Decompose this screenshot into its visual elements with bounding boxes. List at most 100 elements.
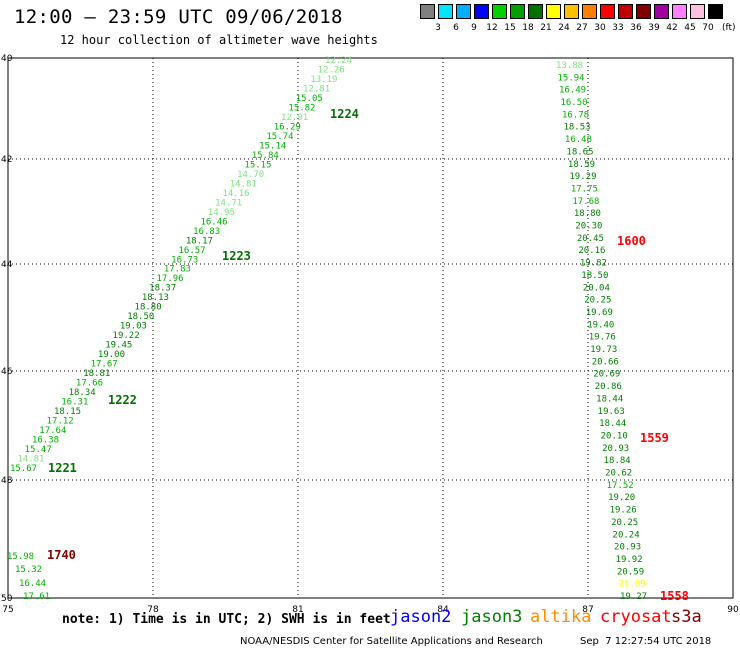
y-tick-label: 50	[1, 594, 13, 604]
y-tick-label: 42	[1, 155, 12, 165]
legend-label: 15	[504, 23, 516, 33]
x-tick-label: 84	[437, 605, 449, 615]
swh-value: 15.15	[244, 160, 271, 170]
swh-value: 17.67	[91, 360, 118, 370]
swh-value: 21.69	[619, 580, 646, 590]
x-tick-label: 78	[147, 605, 159, 615]
y-tick-label: 46	[1, 367, 13, 377]
legend-swatch	[708, 4, 723, 19]
swh-value: 19.29	[569, 172, 596, 182]
y-tick-label: 48	[1, 476, 13, 486]
legend-label: 42	[666, 23, 678, 33]
legend-swatch	[564, 4, 579, 19]
pass-time-label: 1222	[108, 393, 137, 407]
legend-label: 24	[558, 23, 570, 33]
map-subtitle: 12 hour collection of altimeter wave hei…	[60, 33, 378, 47]
swh-value: 19.76	[589, 333, 616, 343]
satellite-altika: altika	[530, 607, 592, 627]
swh-value: 16.46	[200, 217, 227, 227]
swh-value: 18.53	[563, 123, 590, 133]
swh-value: 17.64	[39, 426, 66, 436]
legend-swatch	[690, 4, 705, 19]
swh-value: 14.81	[230, 179, 257, 189]
legend-swatch	[672, 4, 687, 19]
swh-value: 12.26	[318, 65, 345, 75]
swh-value: 16.31	[61, 398, 88, 408]
legend-swatch	[420, 4, 435, 19]
swh-value: 14.70	[237, 170, 264, 180]
swh-value: 14.81	[17, 455, 44, 465]
satellite-s3a: s3a	[671, 607, 702, 627]
legend-label: 39	[648, 23, 660, 33]
swh-value: 20.93	[602, 444, 629, 454]
swh-value: 16.83	[193, 227, 220, 237]
swh-value: 20.04	[583, 283, 610, 293]
swh-value: 20.93	[614, 543, 641, 553]
swh-value: 19.26	[610, 506, 637, 516]
legend-swatch	[582, 4, 597, 19]
swh-value: 18.84	[604, 456, 631, 466]
legend-label: 30	[594, 23, 606, 33]
legend-label: 27	[576, 23, 588, 33]
swh-value: 19.22	[113, 331, 140, 341]
swh-value: 16.57	[178, 246, 205, 256]
swh-value: 18.50	[581, 271, 608, 281]
swh-value: 12.81	[303, 84, 330, 94]
swh-value: 15.32	[15, 565, 42, 575]
swh-value: 16.73	[171, 255, 198, 265]
swh-value: 18.59	[568, 160, 595, 170]
legend-swatch	[654, 4, 669, 19]
swh-value: 18.15	[54, 407, 81, 417]
swh-value: 15.84	[252, 151, 279, 161]
swh-value: 16.38	[32, 436, 59, 446]
legend-label: 33	[612, 23, 624, 33]
swh-value: 17.75	[571, 184, 598, 194]
swh-value: 19.00	[98, 350, 125, 360]
swh-value: 16.48	[565, 135, 592, 145]
swh-value: 18.80	[574, 209, 601, 219]
swh-value: 20.86	[595, 382, 622, 392]
y-tick-label: 44	[1, 260, 13, 270]
swh-value: 15.05	[296, 94, 323, 104]
legend-swatch	[528, 4, 543, 19]
swh-value: 20.69	[593, 370, 620, 380]
swh-value: 20.25	[584, 296, 611, 306]
swh-value: 20.24	[613, 530, 640, 540]
pass-time-label: 1559	[640, 431, 669, 445]
swh-value: 20.45	[577, 234, 604, 244]
y-tick-label: 40	[1, 54, 13, 64]
swh-value: 19.92	[616, 555, 643, 565]
swh-value: 18.65	[566, 147, 593, 157]
legend-label: 36	[630, 23, 642, 33]
swh-value: 18.81	[83, 369, 110, 379]
swh-value: 20.66	[592, 357, 619, 367]
pass-time-label: 1223	[222, 249, 251, 263]
swh-value: 12.24	[325, 56, 352, 66]
legend-swatch	[438, 4, 453, 19]
swh-value: 19.73	[590, 345, 617, 355]
swh-value: 20.62	[605, 469, 632, 479]
swh-value: 19.82	[580, 259, 607, 269]
satellite-cryosat: cryosat	[600, 607, 672, 627]
swh-value: 15.98	[7, 552, 34, 562]
legend-label: 21	[540, 23, 552, 33]
legend-label: 45	[684, 23, 696, 33]
pass-time-label: 1558	[660, 589, 689, 603]
map-frame	[7, 57, 734, 599]
pass-time-label: 1600	[617, 234, 646, 248]
swh-value: 19.40	[587, 320, 614, 330]
swh-value: 18.80	[135, 303, 162, 313]
swh-value: 19.63	[598, 407, 625, 417]
legend-label: 9	[471, 23, 477, 33]
swh-value: 15.74	[266, 132, 293, 142]
swh-value: 19.69	[586, 308, 613, 318]
swh-value: 20.10	[601, 431, 628, 441]
swh-value: 17.52	[607, 481, 634, 491]
swh-value: 14.95	[208, 208, 235, 218]
swh-value: 18.17	[186, 236, 213, 246]
swh-value: 16.49	[559, 86, 586, 96]
swh-value: 17.61	[23, 592, 50, 602]
swh-value: 17.83	[164, 265, 191, 275]
satellite-jason2: jason2	[390, 607, 452, 627]
